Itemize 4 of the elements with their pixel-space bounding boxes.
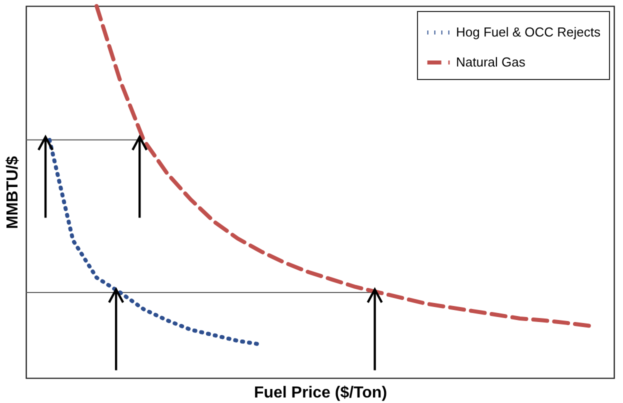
x-axis-title: Fuel Price ($/Ton) [254, 384, 388, 402]
legend-label: Hog Fuel & OCC Rejects [456, 24, 601, 40]
legend-label: Natural Gas [456, 54, 526, 70]
y-axis-title: MMBTU/$ [4, 156, 22, 229]
